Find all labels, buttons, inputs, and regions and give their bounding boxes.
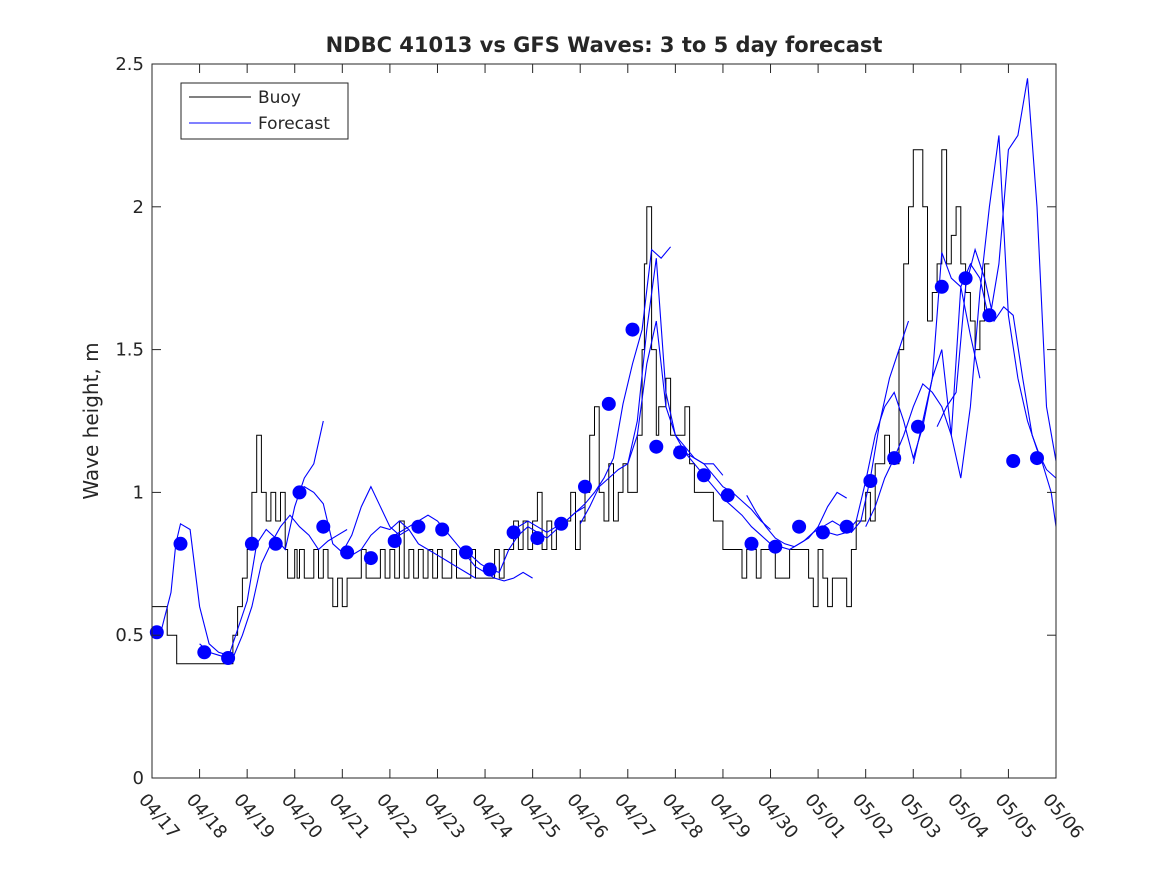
forecast-line-2 <box>199 420 324 659</box>
forecast-marker <box>459 545 473 560</box>
forecast-marker <box>292 485 307 500</box>
legend-box <box>180 82 349 140</box>
forecast-marker <box>696 468 711 483</box>
legend: Buoy Forecast <box>180 82 349 140</box>
forecast-marker <box>173 536 188 551</box>
forecast-marker <box>387 534 402 548</box>
y-axis: 0 0.5 1 1.5 2 2.5 <box>115 54 1056 789</box>
forecast-marker <box>530 531 545 546</box>
x-tick-label: 05/06 <box>1038 790 1087 843</box>
legend-buoy-label: Buoy <box>258 88 301 108</box>
forecast-line-12 <box>746 320 910 548</box>
x-tick-label: 05/04 <box>943 790 992 843</box>
x-tick-label: 04/21 <box>324 790 373 843</box>
forecast-marker <box>578 479 592 494</box>
forecast-marker <box>1030 451 1044 466</box>
forecast-marker <box>911 419 925 434</box>
forecast-marker <box>649 439 664 454</box>
y-tick-label: 2.5 <box>115 54 144 75</box>
forecast-marker <box>340 545 355 560</box>
forecast-line-1 <box>151 522 229 656</box>
chart-title: NDBC 41013 vs GFS Waves: 3 to 5 day fore… <box>326 33 883 57</box>
x-tick-label: 04/27 <box>610 790 659 843</box>
forecast-line-5 <box>342 520 476 579</box>
forecast-marker <box>482 562 497 577</box>
forecast-marker <box>411 519 426 534</box>
forecast-line-15 <box>912 78 1057 464</box>
x-tick-label: 04/24 <box>467 790 516 843</box>
plot-background <box>152 64 1056 778</box>
forecast-marker <box>268 536 283 551</box>
forecast-line-10 <box>627 320 771 530</box>
x-tick-label: 04/22 <box>372 790 421 843</box>
y-tick-label: 1.5 <box>115 340 144 361</box>
x-tick-label: 04/18 <box>182 790 231 843</box>
x-tick-label: 04/25 <box>515 790 564 843</box>
forecast-marker <box>435 522 450 537</box>
forecast-marker <box>363 551 378 566</box>
forecast-marker <box>815 525 830 540</box>
forecast-line-3 <box>223 514 348 659</box>
forecast-marker <box>244 536 259 551</box>
forecast-marker <box>625 322 640 337</box>
y-tick-label: 0 <box>133 768 144 789</box>
forecast-marker <box>506 525 521 540</box>
forecast-marker <box>149 625 164 640</box>
forecast-marker <box>768 539 783 554</box>
x-tick-label: 04/26 <box>562 790 611 843</box>
forecast-marker <box>221 651 236 665</box>
forecast-marker <box>934 279 949 294</box>
x-tick-label: 04/17 <box>134 790 183 843</box>
forecast-marker <box>601 396 616 411</box>
plot-area <box>149 63 1057 779</box>
legend-forecast-label: Forecast <box>258 114 330 134</box>
forecast-marker <box>554 516 569 531</box>
x-tick-label: 05/02 <box>848 790 897 843</box>
forecast-marker <box>1006 454 1021 468</box>
forecast-marker <box>982 308 997 323</box>
x-tick-label: 05/05 <box>991 790 1040 843</box>
forecast-marker <box>744 536 759 551</box>
forecast-marker <box>316 519 331 534</box>
forecast-marker <box>197 645 212 660</box>
forecast-line-4 <box>294 485 410 554</box>
x-tick-label: 04/28 <box>658 790 707 843</box>
x-tick-label: 04/20 <box>277 790 326 843</box>
y-tick-label: 1 <box>133 482 144 503</box>
x-tick-label: 05/03 <box>895 790 944 843</box>
y-tick-label: 0.5 <box>115 625 144 646</box>
y-tick-label: 2 <box>133 197 144 218</box>
forecast-marker <box>958 271 973 286</box>
x-tick-label: 04/29 <box>705 790 754 843</box>
forecast-marker <box>673 445 688 460</box>
x-tick-label: 04/23 <box>420 790 469 843</box>
x-tick-label: 04/30 <box>753 790 802 843</box>
y-axis-label: Wave height, m <box>79 342 103 499</box>
forecast-line-8 <box>508 246 672 534</box>
forecast-markers <box>149 271 1044 665</box>
forecast-line-14 <box>865 135 1057 527</box>
forecast-marker <box>863 474 878 488</box>
plot-frame <box>151 63 1057 779</box>
forecast-marker <box>887 451 902 466</box>
forecast-marker <box>839 519 854 534</box>
x-tick-label: 05/01 <box>800 790 849 843</box>
forecast-marker <box>792 519 807 534</box>
forecast-marker <box>720 488 735 503</box>
x-tick-label: 04/19 <box>229 790 278 843</box>
forecast-series <box>151 78 1057 659</box>
